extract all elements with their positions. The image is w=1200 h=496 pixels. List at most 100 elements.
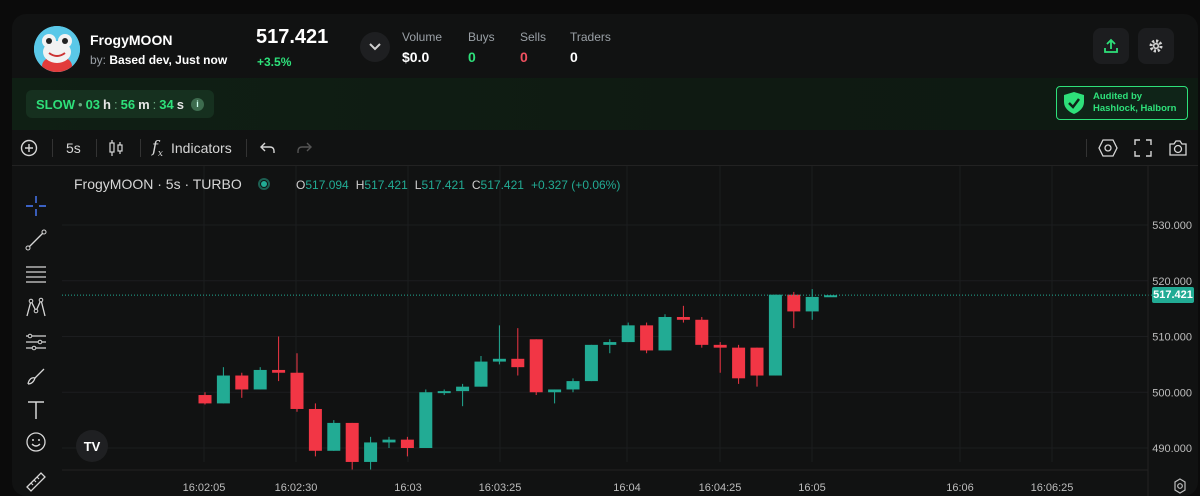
projection-tool[interactable] <box>24 330 48 354</box>
plus-circle-icon <box>20 139 38 157</box>
timer-colon: : <box>113 96 118 112</box>
candle-body <box>695 319 709 345</box>
gear-small-icon <box>1174 478 1186 494</box>
indicators-button[interactable]: fx Indicators <box>152 130 232 166</box>
x-tick-label: 16:06:25 <box>1031 482 1074 494</box>
speed-mode: SLOW <box>36 96 75 112</box>
function-icon: fx <box>152 136 163 160</box>
ruler-tool[interactable] <box>24 470 48 494</box>
x-tick-label: 16:04:25 <box>699 482 742 494</box>
candle-body <box>272 369 286 373</box>
ruler-icon <box>26 472 46 492</box>
candle-body <box>216 375 230 404</box>
brush-tool[interactable] <box>24 364 48 388</box>
change-value: +0.327 (+0.06%) <box>530 178 621 192</box>
axis-settings-button[interactable] <box>1172 478 1188 494</box>
low-label: L <box>414 178 422 192</box>
creator-name[interactable]: Based dev, Just now <box>109 53 228 67</box>
candle-body <box>750 347 764 376</box>
token-avatar[interactable] <box>34 26 80 72</box>
open-label: O <box>296 178 306 192</box>
candle-body <box>437 391 451 394</box>
candles-icon <box>109 140 123 156</box>
trendline-tool[interactable] <box>24 228 48 252</box>
y-tick-label: 490.000 <box>1152 443 1192 455</box>
candle-body <box>713 344 727 348</box>
expand-button[interactable] <box>360 32 390 62</box>
stat-label: Sells <box>520 30 547 44</box>
price-chart[interactable]: 530.000 520.000 510.000 500.000 490.000 16:02… <box>62 166 1198 496</box>
smiley-icon <box>26 432 46 452</box>
settings-button[interactable] <box>1138 28 1174 64</box>
upload-icon <box>1104 38 1118 53</box>
audit-text: Audited by Hashlock, Halborn <box>1093 91 1176 115</box>
text-icon <box>28 401 44 419</box>
toolbar-divider <box>96 139 97 157</box>
trading-panel: FrogyMOON by: Based dev, Just now 517.42… <box>12 14 1198 496</box>
hours-unit: h <box>103 96 111 112</box>
hexagon-settings-icon <box>1098 139 1118 157</box>
candle-body <box>198 395 212 404</box>
ohlc-values: O517.094 H517.421 L517.421 C517.421 +0.3… <box>296 178 620 192</box>
candlestick-chart: 530.000 520.000 510.000 500.000 490.000 16:02… <box>62 166 1192 496</box>
chart-type-button[interactable] <box>108 130 124 166</box>
candle-body <box>787 294 801 312</box>
status-bar: SLOW • 03 h : 56 m : 34 s i Audited by Hash… <box>12 78 1198 130</box>
stat-value: 0 <box>468 49 476 65</box>
stat-value: 0 <box>570 49 578 65</box>
legend-symbol: FrogyMOON · 5s · TURBO <box>74 176 242 192</box>
timer-hours: 03 <box>85 96 101 112</box>
emoji-tool[interactable] <box>24 430 48 454</box>
info-icon[interactable]: i <box>190 97 204 111</box>
token-name: FrogyMOON <box>90 32 173 48</box>
candle-body <box>603 342 617 345</box>
screenshot-button[interactable] <box>1168 130 1188 166</box>
y-tick-label: 530.000 <box>1152 220 1192 232</box>
candle-body <box>658 316 672 351</box>
candle-body <box>640 325 654 351</box>
undo-button[interactable] <box>260 130 276 166</box>
x-tick-label: 16:03:25 <box>479 482 522 494</box>
frog-avatar-icon <box>34 26 80 72</box>
add-symbol-button[interactable] <box>20 130 38 166</box>
stat-label: Traders <box>570 30 611 44</box>
crosshair-icon <box>26 196 46 216</box>
undo-icon <box>260 142 275 153</box>
stat-traders: Traders 0 <box>570 30 611 65</box>
candle-body <box>529 339 543 393</box>
redo-button[interactable] <box>296 130 312 166</box>
candle-body <box>824 295 838 298</box>
interval-button[interactable]: 5s <box>66 140 81 156</box>
pattern-tool[interactable] <box>24 296 48 320</box>
horizontal-lines-icon <box>26 266 46 283</box>
chevron-down-icon <box>369 43 381 51</box>
text-tool[interactable] <box>24 398 48 422</box>
fib-tool[interactable] <box>24 262 48 286</box>
audit-badge[interactable]: Audited by Hashlock, Halborn <box>1056 86 1188 120</box>
shield-check-icon <box>1064 92 1084 114</box>
high-value: 517.421 <box>364 178 408 192</box>
live-dot-icon <box>257 178 270 190</box>
close-value: 517.421 <box>480 178 524 192</box>
chart-settings-button[interactable] <box>1098 130 1118 166</box>
crosshair-tool[interactable] <box>24 194 48 218</box>
stat-label: Volume <box>402 30 443 44</box>
indicators-label: Indicators <box>171 140 232 156</box>
fullscreen-button[interactable] <box>1134 130 1152 166</box>
candle-body <box>732 347 746 379</box>
chart-legend: FrogyMOON · 5s · TURBO <box>74 176 270 192</box>
share-button[interactable] <box>1093 28 1129 64</box>
by-label: by: <box>90 53 107 67</box>
tradingview-logo[interactable]: TV <box>76 430 108 462</box>
x-tick-label: 16:06 <box>946 482 974 494</box>
x-tick-label: 16:04 <box>613 482 641 494</box>
x-tick-label: 16:02:30 <box>275 482 318 494</box>
fullscreen-icon <box>1134 139 1152 157</box>
timer-seconds: 34 <box>159 96 174 112</box>
y-tick-label: 520.000 <box>1152 276 1192 288</box>
candle-body <box>327 422 341 451</box>
tv-logo-icon: TV <box>83 438 101 454</box>
x-tick-label: 16:05 <box>798 482 826 494</box>
candle-body <box>768 294 782 376</box>
candle-body <box>456 386 470 392</box>
